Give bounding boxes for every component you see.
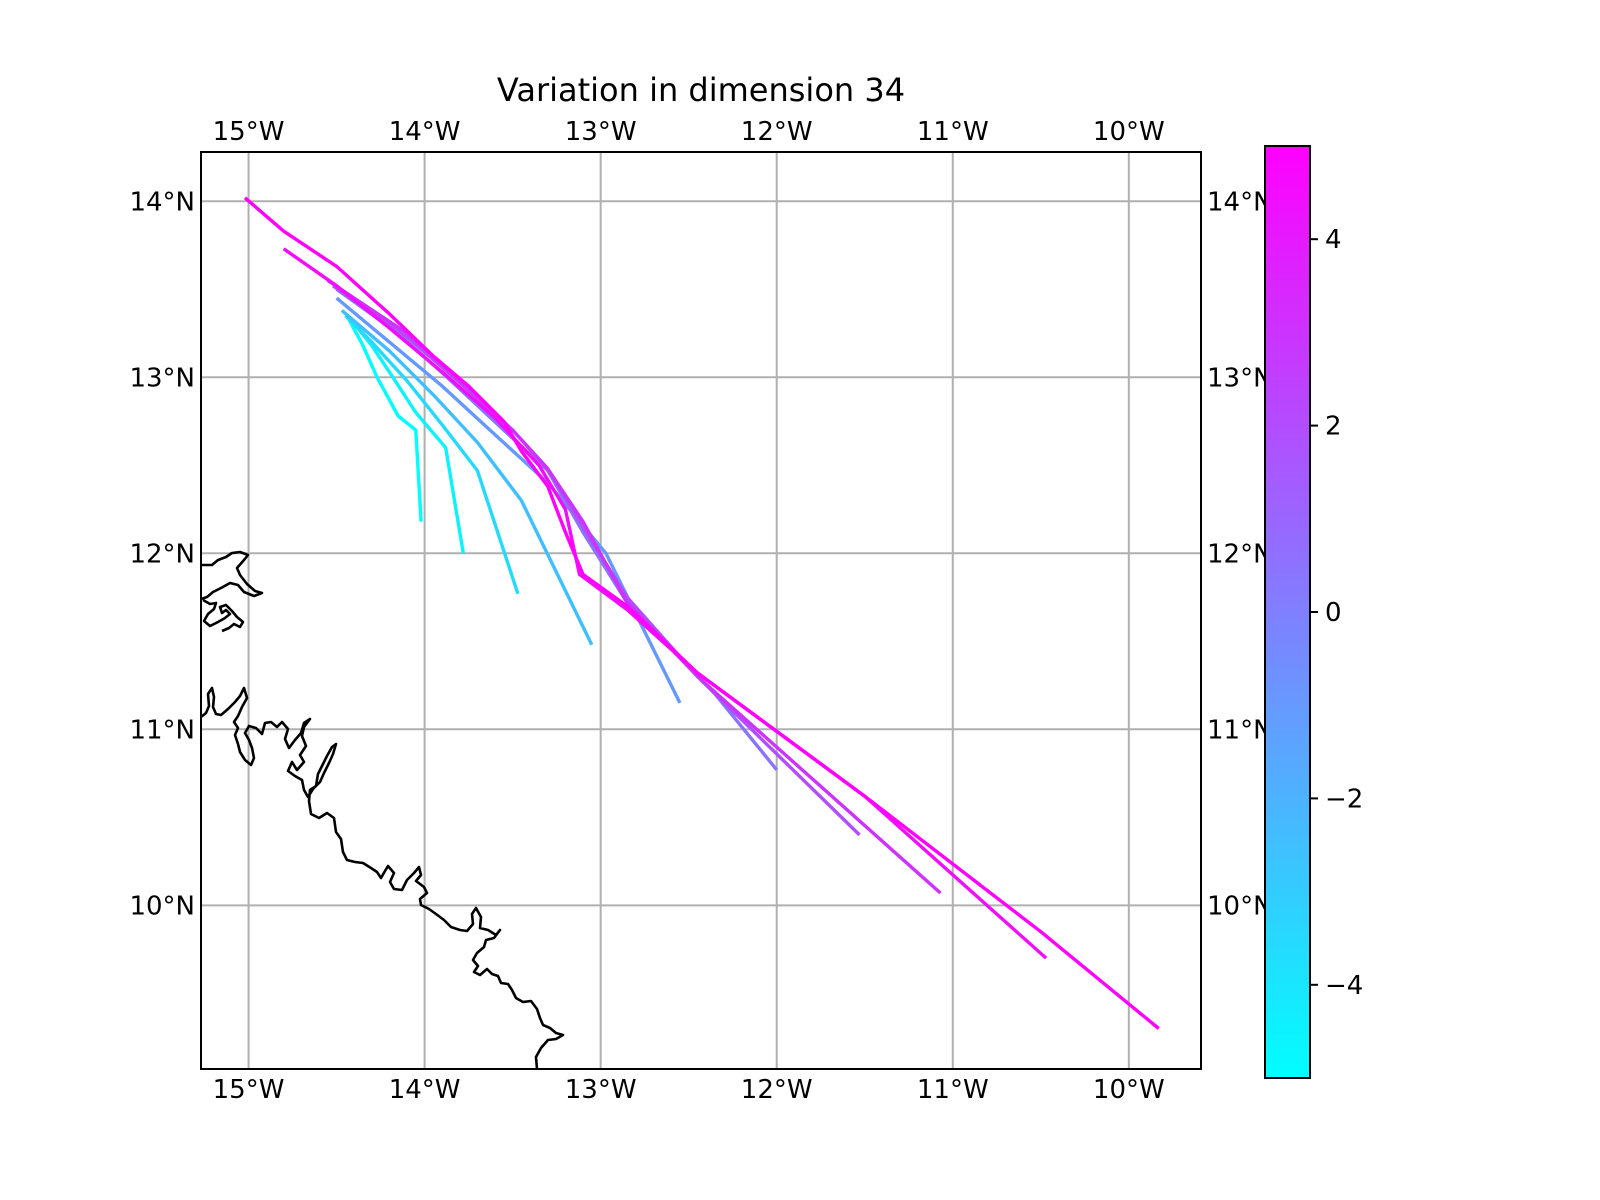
y-ticks-left: 14°N 13°N 12°N 11°N 10°N: [129, 187, 195, 921]
track-line: [243, 196, 1160, 1030]
y-tick-label-right: 12°N: [1207, 539, 1273, 569]
y-ticks-right: 14°N 13°N 12°N 11°N 10°N: [1207, 187, 1273, 921]
colorbar-tick-label: −2: [1325, 784, 1363, 814]
x-tick-label-top: 11°W: [917, 117, 989, 147]
x-tick-label-bottom: 13°W: [565, 1075, 637, 1105]
colorbar-tick-label: 2: [1325, 412, 1342, 442]
x-tick-label-top: 13°W: [565, 117, 637, 147]
track-line: [335, 287, 779, 771]
track-line: [344, 314, 520, 595]
y-tick-label-left: 12°N: [129, 539, 195, 569]
colorbar-tick-label: 4: [1325, 225, 1342, 255]
colorbar-tick-label: 0: [1325, 598, 1342, 628]
y-tick-label-left: 11°N: [129, 715, 195, 745]
x-tick-label-bottom: 11°W: [917, 1075, 989, 1105]
x-tick-label-top: 10°W: [1093, 117, 1165, 147]
coastline: [201, 550, 565, 1069]
x-tick-label-top: 14°W: [389, 117, 461, 147]
y-tick-label-right: 10°N: [1207, 891, 1273, 921]
track-line: [282, 247, 1048, 960]
y-tick-label-right: 14°N: [1207, 187, 1273, 217]
coastline-islands: [202, 598, 245, 633]
y-tick-label-left: 13°N: [129, 363, 195, 393]
colorbar-ticks: 4 2 0 −2 −4: [1310, 225, 1363, 1001]
chart-title: Variation in dimension 34: [497, 71, 905, 109]
track-line: [340, 309, 594, 646]
track-line: [347, 318, 423, 522]
gridlines: [201, 152, 1201, 1069]
tracks: [243, 196, 1160, 1030]
x-ticks-top: 15°W 14°W 13°W 12°W 11°W 10°W: [213, 117, 1165, 147]
colorbar-tick-label: −4: [1325, 971, 1363, 1001]
coastline-north: [201, 550, 264, 601]
track-line: [326, 279, 942, 895]
track-line: [335, 296, 682, 704]
x-tick-label-top: 15°W: [213, 117, 285, 147]
x-tick-label-bottom: 15°W: [213, 1075, 285, 1105]
x-tick-label-bottom: 14°W: [389, 1075, 461, 1105]
colorbar: 4 2 0 −2 −4: [1264, 145, 1363, 1079]
track-line: [349, 318, 465, 554]
x-tick-label-bottom: 12°W: [741, 1075, 813, 1105]
colorbar-gradient: [1265, 146, 1310, 1078]
y-tick-label-left: 14°N: [129, 187, 195, 217]
x-tick-label-top: 12°W: [741, 117, 813, 147]
x-ticks-bottom: 15°W 14°W 13°W 12°W 11°W 10°W: [213, 1075, 1165, 1105]
y-tick-label-right: 13°N: [1207, 363, 1273, 393]
y-tick-label-right: 11°N: [1207, 715, 1273, 745]
y-tick-label-left: 10°N: [129, 891, 195, 921]
plot-frame: [200, 151, 1202, 1070]
coastline-south: [201, 686, 565, 1069]
x-tick-label-bottom: 10°W: [1093, 1075, 1165, 1105]
